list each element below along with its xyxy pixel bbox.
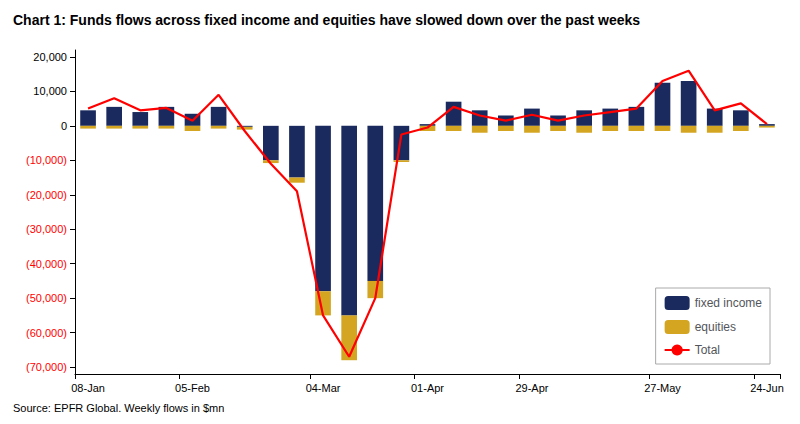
svg-text:(70,000): (70,000) (26, 361, 67, 373)
svg-text:29-Apr: 29-Apr (515, 382, 548, 394)
svg-text:10,000: 10,000 (33, 85, 67, 97)
svg-text:08-Jan: 08-Jan (71, 382, 105, 394)
svg-text:fixed income: fixed income (695, 296, 763, 310)
svg-text:(20,000): (20,000) (26, 189, 67, 201)
svg-text:27-May: 27-May (644, 382, 681, 394)
svg-text:24-Jun: 24-Jun (750, 382, 784, 394)
svg-text:equities: equities (695, 320, 736, 334)
svg-text:(30,000): (30,000) (26, 223, 67, 235)
svg-text:20,000: 20,000 (33, 51, 67, 63)
svg-text:(60,000): (60,000) (26, 327, 67, 339)
svg-text:(40,000): (40,000) (26, 258, 67, 270)
svg-text:(10,000): (10,000) (26, 154, 67, 166)
svg-text:01-Apr: 01-Apr (411, 382, 444, 394)
svg-text:Source: EPFR Global. Weekly fl: Source: EPFR Global. Weekly flows in $mn (13, 402, 224, 414)
svg-text:04-Mar: 04-Mar (306, 382, 341, 394)
svg-text:0: 0 (61, 120, 67, 132)
svg-text:Total: Total (695, 343, 720, 357)
svg-text:Chart 1: Funds flows across fi: Chart 1: Funds flows across fixed income… (13, 12, 640, 28)
svg-text:(50,000): (50,000) (26, 292, 67, 304)
svg-text:05-Feb: 05-Feb (175, 382, 210, 394)
